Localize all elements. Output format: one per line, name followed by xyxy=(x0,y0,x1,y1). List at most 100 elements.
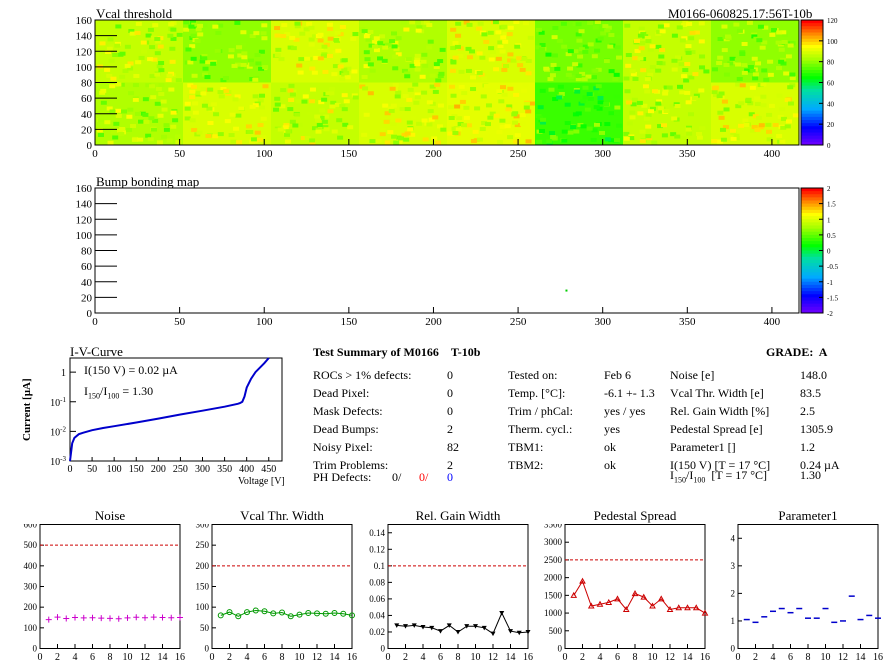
vcal-pixel-noise xyxy=(754,96,761,101)
gain-width-xtick-label: 16 xyxy=(523,652,533,663)
vcal-pixel-noise xyxy=(414,62,421,67)
noise-xtick-label: 0 xyxy=(38,652,43,663)
vcal-pixel-noise xyxy=(568,75,575,80)
vcal-pixel-noise xyxy=(318,115,325,120)
vcal-pixel-noise xyxy=(640,68,647,73)
vcal-pixel-noise xyxy=(351,93,358,98)
vcal-pixel-noise xyxy=(625,63,632,68)
condition-label: TBM1: xyxy=(508,440,544,454)
vcal-pixel-noise xyxy=(591,128,598,133)
vcal-pixel-noise xyxy=(612,77,619,82)
vcal-pixel-noise xyxy=(168,22,175,27)
vcal-pixel-noise xyxy=(769,32,776,37)
pedestal-point xyxy=(570,591,578,598)
vcal-pixel-noise xyxy=(575,73,582,78)
vcal-pixel-noise xyxy=(629,115,636,120)
vcal-pixel-noise xyxy=(683,78,690,83)
vcal-pixel-noise xyxy=(538,30,545,35)
vcal-pixel-noise xyxy=(345,66,352,71)
vcal-pixel-noise xyxy=(237,53,244,58)
vcal-pixel-noise xyxy=(450,46,457,51)
vcal-pixel-noise xyxy=(334,102,341,107)
gain-width-xtick-label: 4 xyxy=(421,652,426,663)
vcal-pixel-noise xyxy=(428,117,435,122)
vcal-pixel-noise xyxy=(616,34,623,39)
vcal-pixel-noise xyxy=(625,53,632,58)
vcal-pixel-noise xyxy=(761,40,768,45)
vcal-zbar-band xyxy=(801,41,823,46)
vcal-pixel-noise xyxy=(299,31,306,36)
vcal-pixel-noise xyxy=(684,90,691,95)
vcal-pixel-noise xyxy=(314,114,321,119)
vcal-pixel-noise xyxy=(497,44,504,49)
vcal-pixel-noise xyxy=(561,129,568,134)
vcal-pixel-noise xyxy=(525,71,532,76)
vcal-pixel-noise xyxy=(781,32,788,37)
vcal-pixel-noise xyxy=(716,139,723,144)
vcal-pixel-noise xyxy=(736,76,743,81)
noise-ytick-label: 200 xyxy=(24,602,38,612)
vcal-pixel-noise xyxy=(511,112,518,117)
vcal-pixel-noise xyxy=(176,32,183,37)
vcal-pixel-noise xyxy=(414,53,421,58)
vcal-pixel-noise xyxy=(649,106,656,111)
vcal-zbar-band xyxy=(801,98,823,102)
vcal-zbar-band xyxy=(801,138,823,143)
vcal-pixel-noise xyxy=(391,44,398,49)
bump-zbar-tick-label: -1 xyxy=(827,279,833,287)
vcal-pixel-noise xyxy=(245,124,252,129)
vcal-pixel-noise xyxy=(499,124,506,129)
vcal-pixel-noise xyxy=(765,122,772,127)
parameter-label: I(150 V) [T = 17 °C] xyxy=(670,458,771,472)
gain-width-xtick-label: 12 xyxy=(488,652,498,663)
vcal-pixel-noise xyxy=(213,112,220,117)
vcal-pixel-noise xyxy=(465,46,472,51)
defect-value: 0 xyxy=(447,368,453,382)
vcal-pixel-noise xyxy=(106,73,113,78)
iv-xtick-label: 400 xyxy=(239,464,254,475)
vcal-pixel-noise xyxy=(698,21,705,26)
vcal-pixel-noise xyxy=(522,82,529,87)
noise-xtick-label: 12 xyxy=(140,652,150,663)
vcal-pixel-noise xyxy=(470,139,477,144)
vcal-pixel-noise xyxy=(323,114,330,119)
vcal-width-point xyxy=(296,611,303,618)
gain-width-ytick-label: 0.08 xyxy=(369,577,385,587)
vcal-pixel-noise xyxy=(481,32,488,37)
pedestal-xtick-label: 14 xyxy=(683,652,693,663)
vcal-width-plot-title: Vcal Thr. Width xyxy=(240,508,324,523)
vcal-pixel-noise xyxy=(698,88,705,93)
vcal-pixel-noise xyxy=(249,139,256,144)
vcal-pixel-noise xyxy=(493,113,500,118)
vcal-width-point xyxy=(217,612,224,619)
vcal-map-svg: 0 50 100 150 200 250 300 350 4000204060801001201… xyxy=(76,15,839,160)
vcal-pixel-noise xyxy=(679,38,686,43)
vcal-pixel-noise xyxy=(580,99,587,104)
vcal-pixel-noise xyxy=(513,92,520,97)
vcal-zbar-tick-label: 60 xyxy=(827,80,835,88)
vcal-pixel-noise xyxy=(431,136,438,141)
vcal-pixel-noise xyxy=(724,34,731,39)
vcal-pixel-noise xyxy=(752,114,759,119)
vcal-pixel-noise xyxy=(273,107,280,112)
vcal-pixel-noise xyxy=(543,66,550,71)
vcal-zbar-band xyxy=(801,132,823,137)
vcal-pixel-noise xyxy=(104,120,111,125)
bump-xtick-label: 300 xyxy=(594,316,611,328)
vcal-ytick-label: 100 xyxy=(76,62,93,74)
vcal-pixel-noise xyxy=(189,35,196,40)
vcal-pixel-noise xyxy=(744,68,751,73)
vcal-pixel-noise xyxy=(503,63,510,68)
vcal-pixel-noise xyxy=(735,104,742,109)
vcal-pixel-noise xyxy=(747,65,754,70)
gain-width-xtick-label: 0 xyxy=(386,652,391,663)
vcal-pixel-noise xyxy=(250,44,257,49)
vcal-pixel-noise xyxy=(195,90,202,95)
vcal-pixel-noise xyxy=(423,20,430,25)
vcal-pixel-noise xyxy=(247,129,254,134)
bump-ytick-label: 80 xyxy=(81,246,93,258)
vcal-zbar-band xyxy=(801,57,823,62)
vcal-pixel-noise xyxy=(404,109,411,114)
vcal-pixel-noise xyxy=(379,128,386,133)
iv-xtick-label: 250 xyxy=(173,464,188,475)
